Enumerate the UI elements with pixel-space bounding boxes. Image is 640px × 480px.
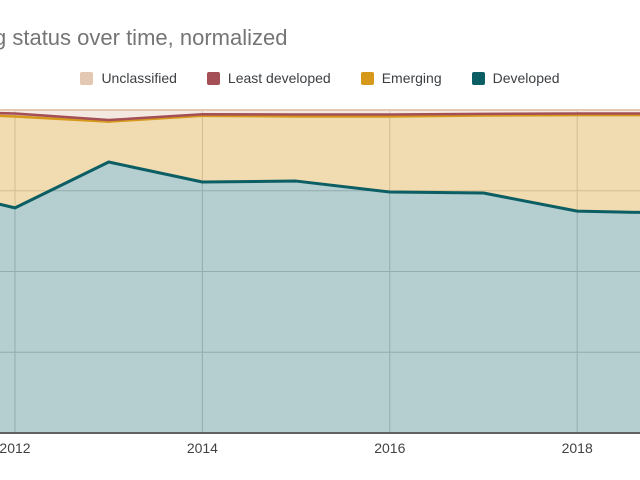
- legend-item-least-developed[interactable]: Least developed: [206, 70, 331, 86]
- legend-swatch: [80, 71, 94, 85]
- legend-item-unclassified[interactable]: Unclassified: [80, 70, 177, 86]
- legend-label: Developed: [492, 70, 560, 86]
- chart-legend: Unclassified Least developed Emerging De…: [0, 70, 640, 86]
- svg-text:2018: 2018: [562, 440, 593, 456]
- legend-label: Unclassified: [101, 70, 177, 86]
- legend-item-developed[interactable]: Developed: [471, 70, 560, 86]
- legend-swatch: [360, 71, 374, 85]
- legend-label: Least developed: [227, 70, 331, 86]
- svg-text:2012: 2012: [0, 440, 31, 456]
- svg-text:2016: 2016: [374, 440, 405, 456]
- svg-text:2014: 2014: [187, 440, 218, 456]
- chart-title: g status over time, normalized: [0, 25, 288, 50]
- legend-item-emerging[interactable]: Emerging: [360, 70, 442, 86]
- legend-swatch: [471, 71, 485, 85]
- legend-swatch: [206, 71, 220, 85]
- legend-label: Emerging: [381, 70, 442, 86]
